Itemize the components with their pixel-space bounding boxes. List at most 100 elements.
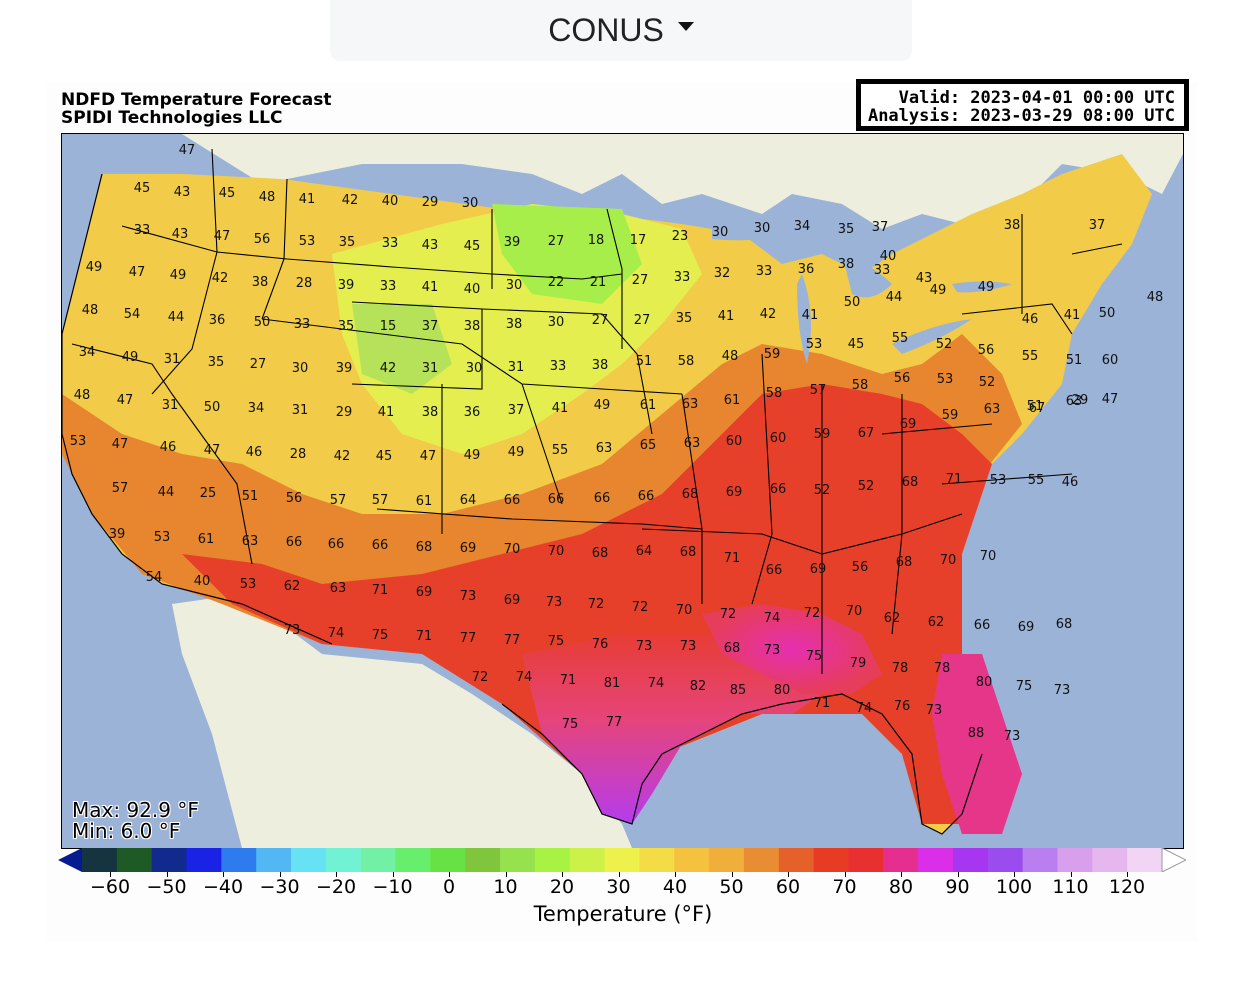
colorbar-tick-label: 120 xyxy=(1108,876,1146,898)
station-value: 37 xyxy=(1089,218,1106,233)
station-value: 51 xyxy=(1027,399,1044,414)
station-value: 71 xyxy=(416,629,433,644)
station-value: 36 xyxy=(464,405,481,420)
station-value: 75 xyxy=(1016,679,1033,694)
colorbar-tick-mark xyxy=(562,872,563,877)
colorbar-tick-mark xyxy=(336,872,337,877)
station-value: 34 xyxy=(79,345,96,360)
station-value: 88 xyxy=(968,726,985,741)
title-line-1: NDFD Temperature Forecast xyxy=(61,90,332,110)
station-value: 38 xyxy=(422,405,439,420)
station-value: 27 xyxy=(592,313,609,328)
colorbar-segment xyxy=(116,848,153,872)
station-value: 33 xyxy=(382,236,399,251)
station-value: 33 xyxy=(294,317,311,332)
station-value: 65 xyxy=(640,438,657,453)
station-value: 35 xyxy=(838,222,855,237)
station-value: 47 xyxy=(204,443,221,458)
colorbar-tick-mark xyxy=(1127,872,1128,877)
station-value: 36 xyxy=(209,313,226,328)
station-value: 48 xyxy=(722,349,739,364)
colorbar-tick-label: 40 xyxy=(662,876,688,898)
station-value: 30 xyxy=(292,361,309,376)
station-value: 22 xyxy=(548,275,565,290)
station-value: 63 xyxy=(984,402,1001,417)
station-value: 27 xyxy=(250,357,267,372)
lake-ontario xyxy=(952,281,1012,293)
lake-erie xyxy=(892,319,972,354)
station-value: 73 xyxy=(284,623,301,638)
colorbar-tick-mark xyxy=(505,872,507,877)
station-value: 49 xyxy=(170,268,187,283)
station-value: 68 xyxy=(724,641,741,656)
region-dropdown-label: CONUS xyxy=(548,12,664,48)
station-value: 40 xyxy=(382,194,399,209)
station-value: 75 xyxy=(372,628,389,643)
station-value: 45 xyxy=(134,181,151,196)
station-value: 35 xyxy=(339,235,356,250)
station-value: 69 xyxy=(810,562,827,577)
florida-hot-zone xyxy=(932,654,1022,834)
station-value: 57 xyxy=(330,493,347,508)
colorbar-tick-mark xyxy=(223,872,224,877)
station-value: 49 xyxy=(122,350,139,365)
station-value: 67 xyxy=(1029,401,1046,416)
station-value: 73 xyxy=(636,639,653,654)
station-value: 82 xyxy=(690,679,707,694)
colorbar-segment xyxy=(987,848,1024,872)
colorbar-segment xyxy=(848,848,884,872)
colorbar-tick-label: 70 xyxy=(832,876,857,898)
station-value: 58 xyxy=(766,386,783,401)
station-value: 46 xyxy=(1022,312,1039,327)
station-value: 55 xyxy=(552,443,569,458)
station-value: 72 xyxy=(588,597,605,612)
station-value: 31 xyxy=(164,352,181,367)
station-value: 38 xyxy=(1004,218,1021,233)
station-value: 68 xyxy=(682,487,699,502)
station-value: 31 xyxy=(508,360,525,375)
station-value: 68 xyxy=(680,545,697,560)
station-value: 29 xyxy=(336,405,353,420)
station-value: 62 xyxy=(884,611,901,626)
station-value: 15 xyxy=(380,319,397,334)
colorbar-segment xyxy=(500,848,536,872)
colorbar-over-arrow xyxy=(1161,848,1186,872)
station-value: 35 xyxy=(338,319,355,334)
colorbar-segment xyxy=(221,848,257,872)
station-value: 38 xyxy=(464,319,481,334)
colorbar-tick-label: −40 xyxy=(202,876,244,898)
station-value: 63 xyxy=(682,397,699,412)
station-value: 60 xyxy=(770,431,787,446)
station-value: 43 xyxy=(174,185,191,200)
colorbar-segment xyxy=(918,848,954,872)
station-value: 44 xyxy=(158,485,175,500)
colorbar-segment xyxy=(1092,848,1128,872)
station-value: 74 xyxy=(856,701,873,716)
station-value: 31 xyxy=(292,403,309,418)
station-value: 72 xyxy=(472,670,489,685)
station-value: 74 xyxy=(516,670,533,685)
station-value: 27 xyxy=(634,313,651,328)
colorbar-segment xyxy=(291,848,327,872)
station-value: 53 xyxy=(299,234,316,249)
station-value: 42 xyxy=(760,307,777,322)
station-value: 68 xyxy=(592,546,609,561)
station-value: 36 xyxy=(798,262,815,277)
station-value: 39 xyxy=(109,527,126,542)
station-value: 38 xyxy=(252,275,269,290)
station-value: 47 xyxy=(112,437,129,452)
colorbar-tick-mark xyxy=(449,872,450,877)
station-value: 68 xyxy=(416,540,433,555)
station-value: 41 xyxy=(422,280,439,295)
colorbar-title: Temperature (°F) xyxy=(533,902,713,926)
station-value: 33 xyxy=(874,263,891,278)
station-value: 60 xyxy=(1102,353,1119,368)
station-value: 48 xyxy=(1147,290,1164,305)
station-value: 48 xyxy=(82,303,99,318)
region-dropdown[interactable]: CONUS xyxy=(330,0,912,61)
station-value: 33 xyxy=(550,359,567,374)
gulf-coastline xyxy=(501,693,983,835)
colorbar-segment xyxy=(569,848,606,872)
station-value: 71 xyxy=(560,673,577,688)
station-value: 59 xyxy=(942,408,959,423)
